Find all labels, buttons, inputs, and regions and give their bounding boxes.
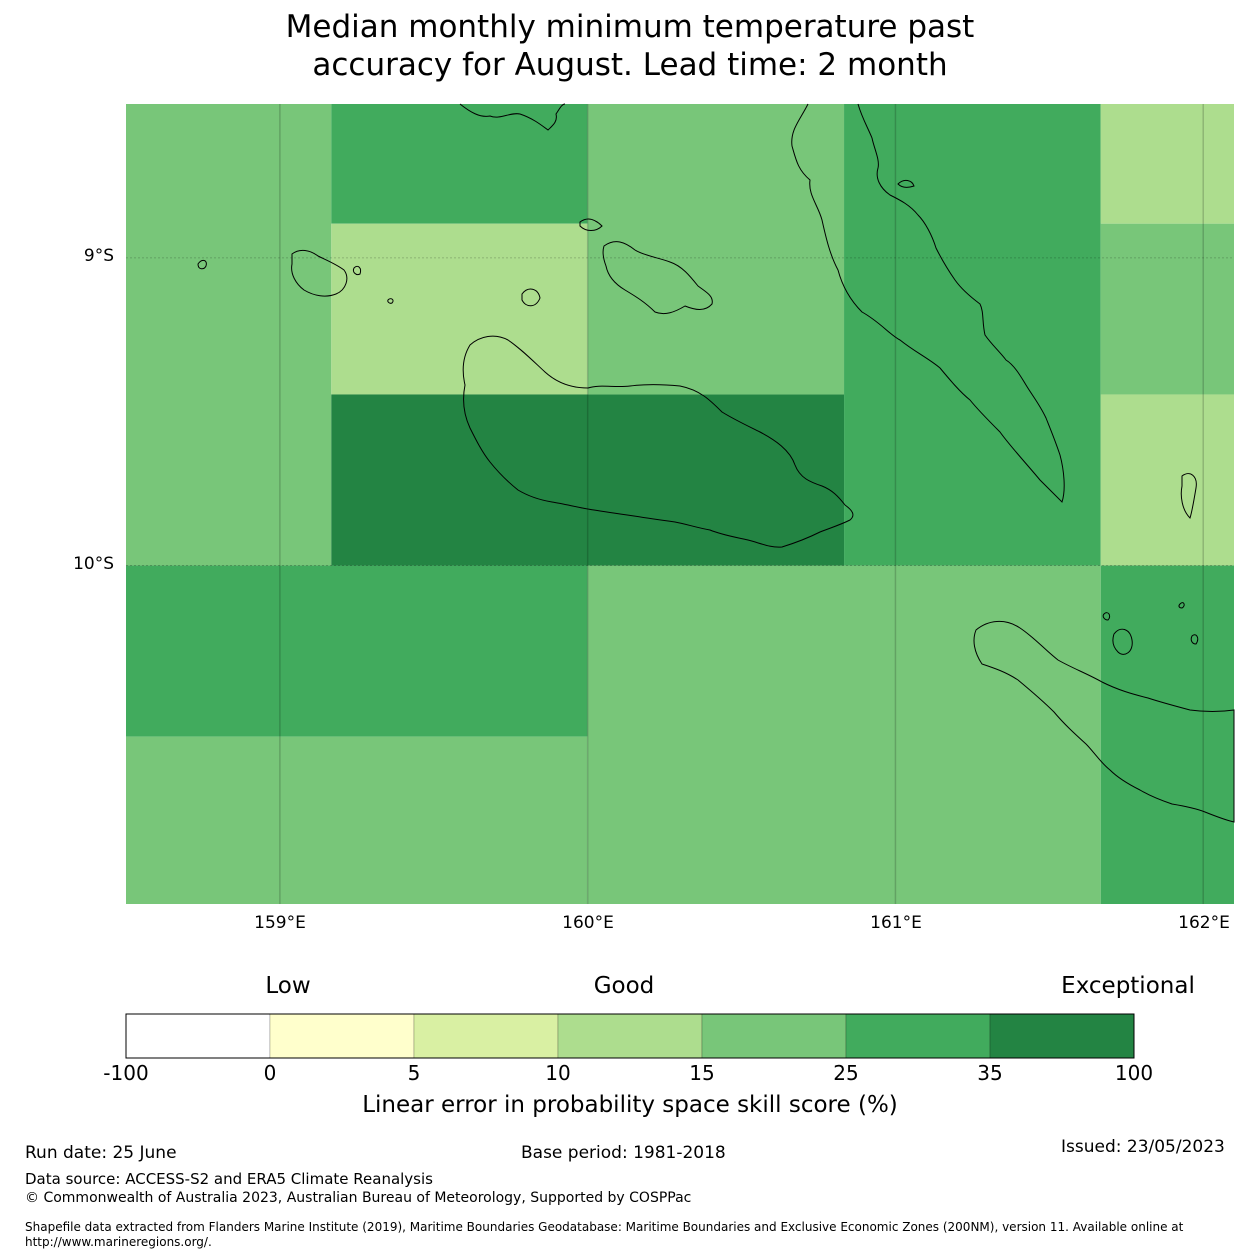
coastline-islet-2 <box>521 288 541 307</box>
colorbar-segment-3 <box>557 1013 703 1059</box>
skill-cell-2 <box>331 223 588 395</box>
skill-cell-5 <box>844 104 1101 566</box>
colorbar-segment-6 <box>989 1013 1135 1059</box>
coastline-makira <box>973 621 1235 823</box>
colorbar-outline <box>125 1013 1135 1059</box>
lon-label-161e: 161°E <box>870 913 922 933</box>
colorbar-title: Linear error in probability space skill … <box>362 1092 898 1118</box>
colorbar <box>125 1013 1135 1059</box>
coastline-islet-9 <box>1190 634 1199 645</box>
coastline-malaita <box>791 103 1065 503</box>
colorbar-category-good: Good <box>593 973 655 999</box>
coastline-islet-1 <box>579 218 603 231</box>
data-source: Data source: ACCESS-S2 and ERA5 Climate … <box>25 1170 433 1188</box>
coastline-russell-islands <box>291 249 348 297</box>
coastline-ulawa <box>1180 473 1197 519</box>
skill-cell-10 <box>126 736 588 904</box>
colorbar-category-exceptional: Exceptional <box>1061 973 1195 999</box>
map-title-line-1: Median monthly minimum temperature past <box>285 9 975 45</box>
coastline-islet-6 <box>1112 628 1133 655</box>
skill-cell-8 <box>1100 394 1234 566</box>
skill-cell-0 <box>126 104 332 566</box>
coastline-layer <box>197 103 1235 823</box>
map-title-line-2: accuracy for August. Lead time: 2 month <box>312 47 948 83</box>
colorbar-tick-label: 0 <box>263 1061 277 1085</box>
colorbar-tick-label: 5 <box>407 1061 421 1085</box>
coastline-islet-4 <box>353 265 361 275</box>
skill-cell-12 <box>1100 565 1234 904</box>
issued-date: Issued: 23/05/2023 <box>1061 1137 1225 1157</box>
colorbar-tick-label: 100 <box>1114 1061 1154 1085</box>
copyright: © Commonwealth of Australia 2023, Austra… <box>25 1190 692 1206</box>
base-period: Base period: 1981-2018 <box>521 1143 726 1163</box>
colorbar-tick-label: 25 <box>833 1061 859 1085</box>
lon-label-162e: 162°E <box>1178 913 1230 933</box>
skill-cell-9 <box>126 565 588 737</box>
shapefile-credit: Shapefile data extracted from Flanders M… <box>25 1220 1184 1249</box>
coastline-islet-10 <box>897 179 915 188</box>
skill-cells-layer <box>126 104 1234 904</box>
colorbar-category-low: Low <box>265 973 311 999</box>
skill-cell-6 <box>1100 104 1234 224</box>
lat-label-10s: 10°S <box>73 554 114 574</box>
lon-label-159e: 159°E <box>254 913 306 933</box>
colorbar-tick-label: 10 <box>545 1061 571 1085</box>
colorbar-segment-0 <box>125 1013 271 1059</box>
colorbar-segment-4 <box>701 1013 847 1059</box>
coastline-islet-7 <box>1102 612 1111 621</box>
colorbar-tick-label: 35 <box>977 1061 1003 1085</box>
skill-cell-11 <box>587 565 1101 904</box>
coastline-nggela <box>602 241 713 315</box>
lat-label-9s: 9°S <box>83 246 114 266</box>
colorbar-tick-label: 15 <box>689 1061 715 1085</box>
skill-cell-3 <box>331 394 845 566</box>
colorbar-tick-label: -100 <box>103 1061 149 1085</box>
coastline-santa-isabel <box>459 103 566 131</box>
skill-cell-1 <box>331 104 588 224</box>
colorbar-segment-1 <box>269 1013 415 1059</box>
coastline-islet-8 <box>1178 602 1185 609</box>
skill-cell-7 <box>1100 223 1234 395</box>
skill-cell-4 <box>587 104 845 395</box>
run-date: Run date: 25 June <box>25 1143 177 1163</box>
coastline-guadalcanal <box>462 335 854 548</box>
coastline-islet-5 <box>387 298 394 304</box>
colorbar-segment-5 <box>845 1013 991 1059</box>
coastline-islet-3 <box>197 259 207 270</box>
graticule-layer <box>126 104 1234 904</box>
lon-label-160e: 160°E <box>562 913 614 933</box>
colorbar-segment-2 <box>413 1013 559 1059</box>
